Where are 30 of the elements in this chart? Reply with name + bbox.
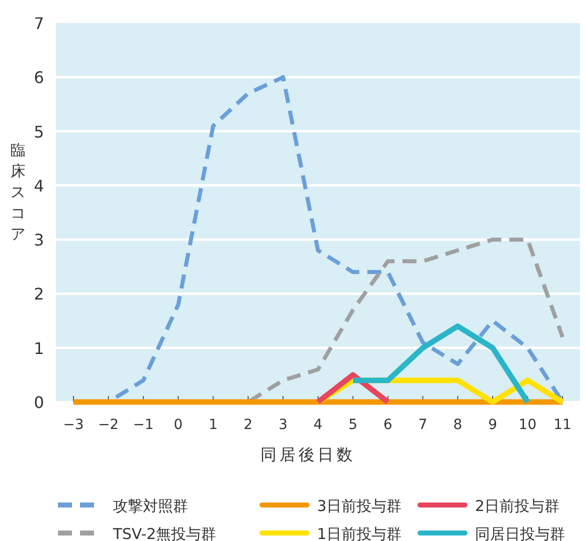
y-tick-label: 7	[34, 14, 44, 33]
x-tick-label: 11	[554, 417, 572, 433]
legend-label: 攻撃対照群	[113, 497, 188, 515]
x-tick-label: 5	[348, 417, 358, 433]
y-tick-label: 2	[34, 284, 44, 304]
x-tick-label: −3	[63, 417, 84, 433]
x-tick-label: 7	[418, 417, 428, 433]
x-tick-label: 8	[453, 417, 462, 433]
y-tick-label: 5	[34, 122, 44, 142]
x-tick-label: −2	[98, 417, 119, 433]
y-tick-label: 4	[34, 176, 44, 196]
x-tick-label: 1	[208, 417, 218, 433]
legend-label: 1日前投与群	[317, 525, 402, 541]
x-tick-label: 3	[278, 417, 288, 433]
legend-label: 同居日投与群	[475, 525, 565, 541]
legend-label: 2日前投与群	[475, 497, 560, 515]
y-tick-label: 1	[34, 338, 44, 358]
x-tick-label: 0	[174, 417, 183, 433]
x-tick-label: −1	[133, 417, 154, 433]
y-axis-title: 臨床スコア	[10, 141, 26, 243]
x-tick-label: 4	[314, 417, 323, 433]
y-tick-label: 3	[34, 230, 44, 250]
x-tick-label: 2	[244, 417, 253, 433]
y-tick-label: 0	[34, 393, 44, 412]
y-tick-label: 6	[34, 68, 44, 88]
legend-label: 3日前投与群	[317, 497, 402, 515]
x-tick-label: 6	[383, 417, 392, 433]
x-tick-label: 10	[518, 417, 537, 433]
x-axis-title: 同居後日数	[260, 445, 356, 464]
x-tick-label: 9	[488, 417, 498, 433]
